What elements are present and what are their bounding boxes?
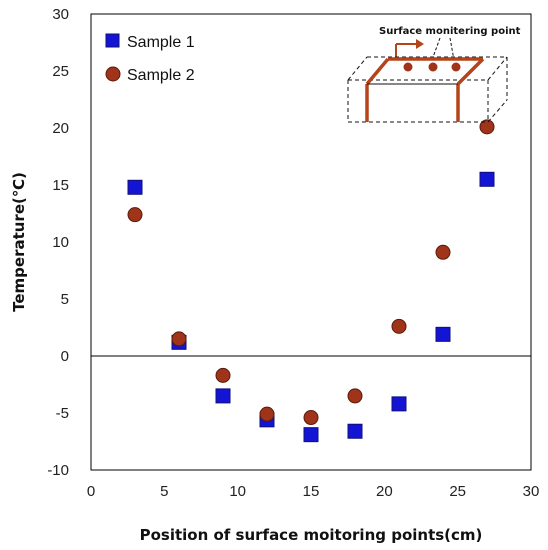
data-point-circle — [303, 410, 319, 426]
inset-monitor-dot — [403, 62, 413, 72]
data-point-circle — [347, 388, 363, 404]
y-tick-label: 15 — [52, 177, 69, 194]
legend-label-sample-2: Sample 2 — [127, 67, 195, 84]
y-tick-label: 20 — [52, 120, 69, 137]
y-axis-ticks: -10 -5 0 5 10 15 20 25 30 — [47, 6, 69, 479]
x-tick-label: 5 — [160, 483, 168, 500]
data-point-circle — [479, 119, 495, 135]
data-point-square — [391, 396, 407, 412]
data-point-square — [435, 326, 451, 342]
data-point-circle — [259, 406, 275, 422]
data-point-circle — [435, 244, 451, 260]
y-axis-title: Temperature(℃) — [10, 172, 28, 312]
y-tick-label: 10 — [52, 234, 69, 251]
legend-marker-sample-1 — [105, 33, 120, 48]
x-tick-label: 30 — [523, 483, 540, 500]
inset-diagram: Surface monitering point — [347, 26, 521, 123]
x-tick-label: 0 — [87, 483, 95, 500]
x-axis-ticks: 0 5 10 15 20 25 30 — [87, 483, 540, 500]
data-point-square — [303, 427, 319, 443]
data-point-square — [215, 388, 231, 404]
series-2 — [127, 119, 495, 426]
inset-label: Surface monitering point — [379, 26, 521, 37]
legend-marker-sample-2 — [105, 66, 121, 82]
data-series — [127, 119, 495, 443]
x-tick-label: 10 — [229, 483, 246, 500]
inset-monitor-dot — [428, 62, 438, 72]
data-point-circle — [127, 207, 143, 223]
data-point-square — [479, 171, 495, 187]
inset-arrow-head — [416, 39, 424, 49]
x-tick-label: 20 — [376, 483, 393, 500]
data-point-circle — [215, 367, 231, 383]
y-tick-label: 30 — [52, 6, 69, 23]
x-tick-label: 15 — [303, 483, 320, 500]
y-tick-label: 25 — [52, 63, 69, 80]
x-axis-title: Position of surface moitoring points(cm) — [140, 526, 483, 544]
y-tick-label: -5 — [56, 405, 69, 422]
x-tick-label: 25 — [449, 483, 466, 500]
inset-frame — [365, 57, 485, 122]
legend-label-sample-1: Sample 1 — [127, 34, 195, 51]
inset-leader-line-1 — [431, 37, 441, 61]
data-point-circle — [171, 331, 187, 347]
data-point-square — [347, 423, 363, 439]
series-1 — [127, 171, 495, 443]
inset-monitor-dot — [451, 62, 461, 72]
data-point-circle — [391, 318, 407, 334]
data-point-square — [127, 179, 143, 195]
inset-leader-line-2 — [449, 37, 455, 61]
y-tick-label: 0 — [61, 348, 69, 365]
y-tick-label: -10 — [47, 462, 69, 479]
legend: Sample 1 Sample 2 — [105, 33, 195, 84]
y-tick-label: 5 — [61, 291, 69, 308]
